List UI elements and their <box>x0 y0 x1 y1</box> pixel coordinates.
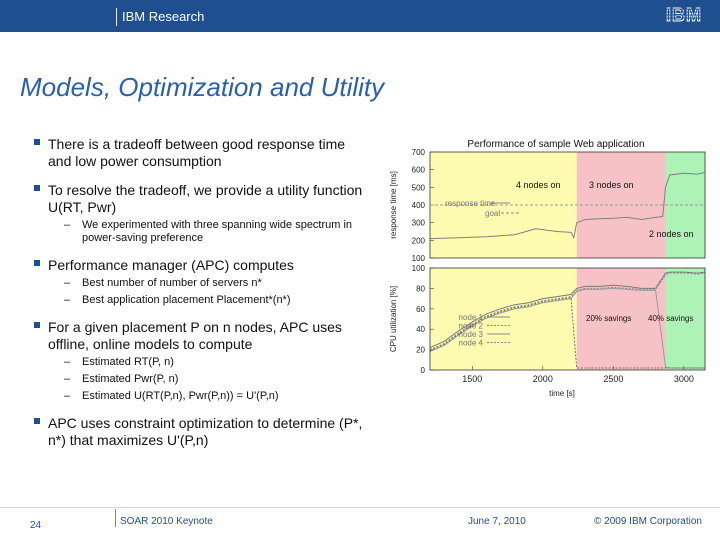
legend-label: node 3 <box>459 330 484 339</box>
footer-copyright: © 2009 IBM Corporation <box>594 516 702 527</box>
chart-title: Performance of sample Web application <box>467 139 644 150</box>
footer-event: SOAR 2010 Keynote <box>120 516 213 527</box>
sub-bullet-text: Best application placement Placement*(n*… <box>82 294 291 306</box>
bullet-item: To resolve the tradeoff, we provide a ut… <box>34 182 364 245</box>
zone-label: 2 nodes on <box>649 229 694 239</box>
bullet-marker <box>34 185 40 191</box>
y-tick-label: 200 <box>412 236 426 245</box>
bullet-text: APC uses constraint optimization to dete… <box>48 415 363 448</box>
legend-label: node 1 <box>459 313 484 322</box>
zone-label: 4 nodes on <box>516 180 561 190</box>
bullet-text: There is a tradeoff between good respons… <box>48 136 346 169</box>
footer-divider <box>0 507 720 508</box>
dash-marker: – <box>64 219 71 231</box>
y-tick-label: 500 <box>412 183 426 192</box>
series-line <box>429 272 706 351</box>
sub-bullet: – Estimated U(RT(P,n), Pwr(P,n)) = U'(P,n… <box>48 390 364 403</box>
y-tick-label: 100 <box>412 264 426 273</box>
legend-label: response time <box>445 199 496 208</box>
y-tick-label: 600 <box>412 166 426 175</box>
bullet-list: There is a tradeoff between good respons… <box>34 136 364 461</box>
ibm-logo: IBM <box>658 5 710 25</box>
bullet-item: There is a tradeoff between good respons… <box>34 136 364 170</box>
header-brand: IBM Research <box>122 9 205 24</box>
footer-date: June 7, 2010 <box>468 516 526 527</box>
sub-bullet: – We experimented with three spanning wid… <box>48 219 364 245</box>
series-line <box>429 171 706 240</box>
dash-marker: – <box>64 356 71 368</box>
savings-label: 40% savings <box>648 314 693 323</box>
x-tick-label: 3000 <box>674 374 694 384</box>
y-tick-label: 0 <box>421 366 426 375</box>
sub-bullet: – Estimated RT(P, n) <box>48 356 364 369</box>
y-tick-label: 300 <box>412 219 426 228</box>
y-tick-label: 400 <box>412 201 426 210</box>
x-tick-label: 1500 <box>462 374 482 384</box>
bullet-item: APC uses constraint optimization to dete… <box>34 415 364 449</box>
header-divider <box>116 8 117 26</box>
bullet-text: To resolve the tradeoff, we provide a ut… <box>48 182 363 215</box>
sub-bullet-text: Estimated Pwr(P, n) <box>82 373 179 385</box>
bullet-item: For a given placement P on n nodes, APC … <box>34 319 364 403</box>
header-bar: IBM Research IBM <box>0 0 720 32</box>
x-axis-label: time [s] <box>549 389 575 398</box>
legend-label: node 4 <box>459 339 484 348</box>
sub-bullet-text: Estimated U(RT(P,n), Pwr(P,n)) = U'(P,n) <box>82 390 279 402</box>
y-axis-label: response time [ms] <box>389 171 398 239</box>
y-tick-label: 20 <box>416 346 425 355</box>
series-line <box>429 287 705 369</box>
y-tick-label: 100 <box>412 254 426 263</box>
series-line <box>429 297 705 369</box>
bullet-text: For a given placement P on n nodes, APC … <box>48 319 342 352</box>
footer-separator <box>115 509 116 527</box>
dash-marker: – <box>64 390 71 402</box>
dash-marker: – <box>64 294 71 306</box>
bullet-marker <box>34 139 40 145</box>
bullet-marker <box>34 260 40 266</box>
y-tick-label: 60 <box>416 305 425 314</box>
sub-bullet-text: We experimented with three spanning wide… <box>82 219 353 244</box>
page-number: 24 <box>30 520 42 531</box>
slide-title: Models, Optimization and Utility <box>20 72 385 102</box>
bullet-marker <box>34 322 40 328</box>
zone-label: 3 nodes on <box>589 180 634 190</box>
y-tick-label: 80 <box>416 284 425 293</box>
sub-bullet: – Best number of number of servers n* <box>48 277 364 290</box>
sub-bullet-text: Estimated RT(P, n) <box>82 356 174 368</box>
zone-background <box>665 268 705 370</box>
y-tick-label: 700 <box>412 148 426 157</box>
dash-marker: – <box>64 277 71 289</box>
x-tick-label: 2500 <box>603 374 623 384</box>
plot-frame <box>429 267 706 371</box>
zone-background <box>430 268 577 370</box>
bullet-text: Performance manager (APC) computes <box>48 257 294 273</box>
x-tick-label: 2000 <box>533 374 553 384</box>
sub-bullet-text: Best number of number of servers n* <box>82 277 262 289</box>
y-tick-label: 40 <box>416 325 425 334</box>
legend-label: node 2 <box>459 322 484 331</box>
plot-frame <box>429 151 706 259</box>
sub-bullet: – Estimated Pwr(P, n) <box>48 373 364 386</box>
savings-label: 20% savings <box>586 314 631 323</box>
y-axis-label: CPU utilization [%] <box>389 286 398 352</box>
bullet-marker <box>34 418 40 424</box>
bullet-item: Performance manager (APC) computes – Best … <box>34 257 364 307</box>
dash-marker: – <box>64 373 71 385</box>
sub-bullet: – Best application placement Placement*(n… <box>48 294 364 307</box>
zone-background <box>576 268 666 370</box>
series-line <box>429 271 706 349</box>
legend-label: goal <box>485 209 500 218</box>
